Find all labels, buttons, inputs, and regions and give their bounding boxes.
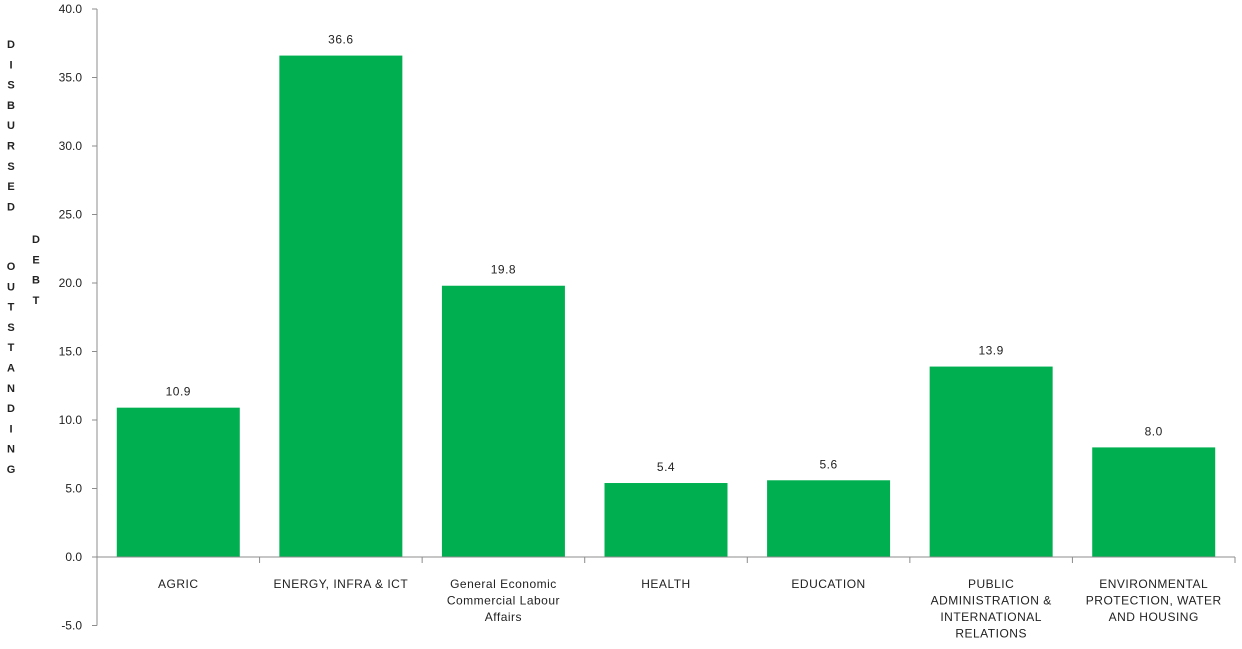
- y-axis-title-letter: S: [7, 322, 14, 334]
- x-category-label-line: ENERGY, INFRA & ICT: [274, 577, 409, 591]
- y-axis-title-letter: U: [7, 120, 15, 132]
- bar: [604, 483, 728, 557]
- x-category-label-line: EDUCATION: [791, 577, 865, 591]
- x-category-label-line: AGRIC: [158, 577, 199, 591]
- y-tick-label: 40.0: [59, 2, 83, 16]
- y-tick-label: -5.0: [61, 619, 82, 633]
- y-axis-title-letter: E: [32, 254, 39, 266]
- x-category-label: General Economic Commercial Labour Affairs: [447, 577, 560, 624]
- x-category-label-line: PROTECTION, WATER: [1086, 594, 1222, 608]
- y-axis-title-letter: D: [7, 201, 15, 213]
- bar-value-label: 13.9: [978, 344, 1003, 358]
- bar-value-label: 36.6: [328, 33, 353, 47]
- bar: [767, 480, 891, 557]
- bar: [1092, 447, 1216, 557]
- y-axis-title-letter: E: [7, 181, 14, 193]
- bar-value-label: 5.6: [819, 457, 837, 471]
- x-category-label: ENVIRONMENTAL PROTECTION, WATER AND HOUSIN…: [1086, 577, 1222, 624]
- x-category-label: EDUCATION: [791, 577, 865, 591]
- y-axis-title-letter: O: [7, 261, 16, 273]
- x-category-label: AGRIC: [158, 577, 199, 591]
- x-category-label-line: RELATIONS: [955, 627, 1027, 641]
- y-axis-title-letter: N: [7, 383, 15, 395]
- y-axis-title-letter: D: [7, 403, 15, 415]
- y-tick-label: 15.0: [59, 345, 83, 359]
- y-tick-label: 25.0: [59, 208, 83, 222]
- bar-value-label: 19.8: [491, 263, 516, 277]
- x-category-label-line: INTERNATIONAL: [940, 610, 1042, 624]
- x-category-label-line: HEALTH: [641, 577, 690, 591]
- bar-value-label: 10.9: [166, 385, 191, 399]
- x-category-label-line: General Economic: [450, 577, 557, 591]
- y-axis-title-letter: I: [9, 59, 12, 71]
- y-axis-title-letter: S: [7, 80, 14, 92]
- y-axis-title-letter: I: [9, 423, 12, 435]
- x-category-label: ENERGY, INFRA & ICT: [274, 577, 409, 591]
- y-tick-label: 10.0: [59, 413, 83, 427]
- bar: [116, 407, 240, 557]
- y-axis: -5.0 0.0 5.0 10.0 15.0 20.0 25.0 30.0 35.0 40.0: [59, 2, 98, 633]
- y-axis-title-letter: T: [8, 342, 15, 354]
- bar: [279, 55, 403, 558]
- y-axis-title-letter: B: [32, 275, 40, 287]
- x-category-label-line: PUBLIC: [968, 577, 1014, 591]
- x-axis: AGRIC ENERGY, INFRA & ICT General Economic…: [96, 556, 1236, 641]
- bars: 10.9 36.6 19.8 5.4 5.6 13.9 8.0: [116, 33, 1216, 558]
- y-axis-title-letter: U: [7, 281, 15, 293]
- y-axis-title-letter: D: [32, 234, 40, 246]
- bar: [929, 366, 1053, 557]
- y-axis-title-letter: G: [7, 464, 16, 476]
- bar-value-label: 5.4: [657, 460, 675, 474]
- y-axis-title-letter: S: [7, 161, 14, 173]
- x-category-label-line: Affairs: [485, 610, 522, 624]
- x-category-label-line: AND HOUSING: [1109, 610, 1199, 624]
- y-axis-title-letter: T: [33, 295, 40, 307]
- x-category-label: PUBLIC ADMINISTRATION & INTERNATIONAL RELAT…: [931, 577, 1052, 641]
- y-axis-title-letter: R: [7, 141, 15, 153]
- y-tick-label: 20.0: [59, 276, 83, 290]
- x-category-label-line: ADMINISTRATION &: [931, 594, 1052, 608]
- bar: [441, 285, 565, 557]
- x-category-label: HEALTH: [641, 577, 690, 591]
- y-tick-label: 30.0: [59, 139, 83, 153]
- x-category-label-line: Commercial Labour: [447, 594, 560, 608]
- y-tick-label: 0.0: [65, 550, 82, 564]
- bar-value-label: 8.0: [1145, 424, 1163, 438]
- y-axis-title-letter: T: [8, 302, 15, 314]
- y-axis-title-letter: B: [7, 100, 15, 112]
- y-axis-title-letter: A: [7, 363, 15, 375]
- y-tick-label: 5.0: [65, 482, 82, 496]
- y-axis-title-letter: N: [7, 444, 15, 456]
- x-category-label-line: ENVIRONMENTAL: [1099, 577, 1208, 591]
- y-axis-title-letter: D: [7, 39, 15, 51]
- y-tick-label: 35.0: [59, 71, 83, 85]
